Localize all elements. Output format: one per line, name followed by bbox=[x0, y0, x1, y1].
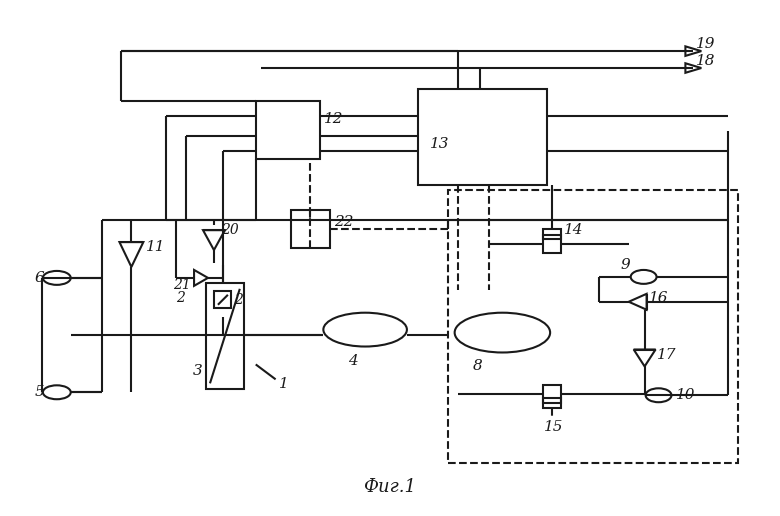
Text: 16: 16 bbox=[649, 291, 668, 305]
Bar bbox=[448, 190, 738, 463]
Text: 1: 1 bbox=[278, 377, 289, 391]
Bar bbox=[215, 292, 232, 308]
Text: 13: 13 bbox=[430, 137, 449, 151]
Text: Фиг.1: Фиг.1 bbox=[363, 478, 417, 496]
Text: 17: 17 bbox=[657, 348, 676, 362]
Text: 14: 14 bbox=[564, 223, 583, 237]
Bar bbox=[206, 283, 244, 389]
Text: 8: 8 bbox=[473, 360, 482, 374]
Text: 22: 22 bbox=[335, 215, 354, 229]
Bar bbox=[290, 210, 330, 248]
Text: 2: 2 bbox=[176, 291, 185, 305]
Text: 4: 4 bbox=[348, 354, 358, 368]
Text: 9: 9 bbox=[621, 258, 630, 272]
Text: 2: 2 bbox=[234, 293, 243, 307]
Text: 18: 18 bbox=[697, 54, 716, 68]
Text: 10: 10 bbox=[675, 388, 695, 402]
Bar bbox=[418, 89, 547, 185]
Text: 3: 3 bbox=[193, 364, 203, 378]
Bar bbox=[543, 229, 561, 239]
Text: 20: 20 bbox=[221, 223, 239, 237]
Bar bbox=[543, 398, 561, 408]
Text: 5: 5 bbox=[35, 385, 44, 399]
Bar bbox=[256, 101, 321, 158]
Text: 11: 11 bbox=[147, 240, 166, 254]
Text: 15: 15 bbox=[544, 420, 564, 434]
Bar bbox=[543, 385, 561, 403]
Text: 12: 12 bbox=[324, 112, 344, 126]
Text: 6: 6 bbox=[35, 271, 44, 285]
Bar bbox=[543, 235, 561, 253]
Text: 21: 21 bbox=[173, 278, 191, 292]
Text: 19: 19 bbox=[697, 37, 716, 51]
